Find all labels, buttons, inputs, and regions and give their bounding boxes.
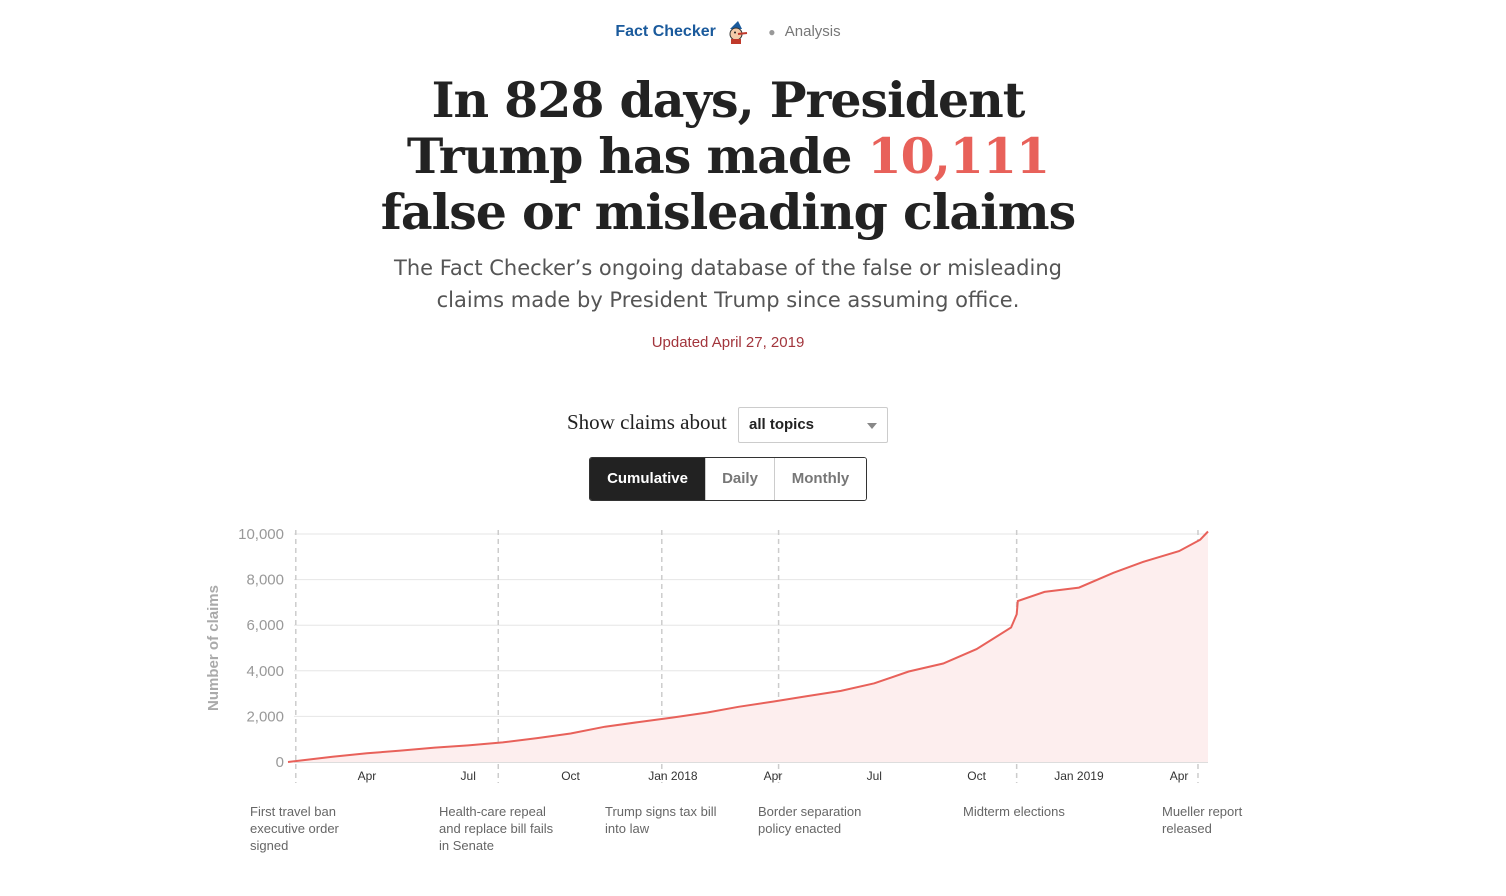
y-axis-label: Number of claims: [205, 585, 222, 711]
event-note-line: First travel ban: [250, 804, 336, 819]
event-note-line: in Senate: [439, 838, 494, 853]
updated-date: Updated April 27, 2019: [651, 334, 805, 351]
pinocchio-mascot-icon: [729, 21, 748, 45]
cumulative-claims-chart: 0 2,000 4,000 6,000 8,000 10,000 Number of cla…: [205, 526, 1209, 783]
chevron-down-icon: [867, 423, 877, 429]
cumulative-button[interactable]: Cumulative: [590, 458, 705, 500]
filter-label: Show claims about: [567, 410, 727, 434]
event-note-line: Midterm elections: [963, 804, 1065, 819]
headline-line2: Trump has made: [406, 127, 868, 185]
x-tick-label: Jan 2019: [1054, 769, 1104, 783]
event-note-line: policy enacted: [758, 821, 842, 836]
event-note-line: Border separation: [758, 804, 862, 819]
x-tick-label: Oct: [561, 769, 580, 783]
kicker: Fact Checker ● Analysis: [0, 20, 1456, 45]
daily-button[interactable]: Daily: [705, 458, 774, 500]
monthly-button[interactable]: Monthly: [774, 458, 866, 500]
y-tick-label: 8,000: [246, 572, 284, 589]
claims-line: [287, 530, 1209, 763]
x-tick-label: Jul: [867, 769, 882, 783]
y-tick-label: 10,000: [238, 526, 284, 543]
event-note-line: Trump signs tax bill: [605, 804, 717, 819]
claims-area: [288, 531, 1208, 762]
event-note-line: released: [1162, 821, 1212, 836]
section-link[interactable]: Analysis: [784, 23, 841, 40]
event-note-tax-bill: Trump signs tax bill into law: [605, 803, 717, 837]
y-tick-label: 4,000: [246, 663, 284, 680]
y-tick-label: 6,000: [246, 617, 284, 634]
x-tick-label: Oct: [967, 769, 986, 783]
dek: The Fact Checker’s ongoing database of t…: [0, 252, 1456, 316]
headline-line3: false or misleading claims: [380, 183, 1076, 241]
x-tick-label: Jul: [461, 769, 476, 783]
dek-line2: claims made by President Trump since ass…: [436, 288, 1020, 312]
dek-line1: The Fact Checker’s ongoing database of t…: [394, 256, 1062, 280]
event-note-border-separation: Border separation policy enacted: [758, 803, 861, 837]
y-tick-label: 2,000: [246, 708, 284, 725]
event-note-line: Health-care repeal: [439, 804, 546, 819]
separator-dot: ●: [768, 25, 776, 39]
x-tick-label: Apr: [764, 769, 783, 783]
topic-select-value: all topics: [749, 416, 815, 433]
event-note-line: into law: [605, 821, 650, 836]
event-note-line: executive order: [250, 821, 339, 836]
headline-line1: In 828 days, President: [431, 71, 1026, 129]
topic-select[interactable]: all topics: [738, 407, 888, 443]
fact-checker-link[interactable]: Fact Checker: [615, 23, 716, 40]
view-toggle: Cumulative Daily Monthly: [589, 457, 867, 501]
event-note-line: Mueller report: [1162, 804, 1243, 819]
y-tick-label: 0: [276, 754, 284, 771]
event-note-health-care: Health-care repeal and replace bill fails…: [439, 803, 553, 854]
x-tick-label: Apr: [358, 769, 377, 783]
event-note-line: and replace bill fails: [439, 821, 554, 836]
claims-count: 10,111: [867, 127, 1051, 185]
headline: In 828 days, President Trump has made 10…: [0, 72, 1456, 240]
event-note-line: signed: [250, 838, 289, 853]
x-tick-label: Apr: [1170, 769, 1189, 783]
event-note-midterms: Midterm elections: [963, 803, 1065, 820]
x-tick-label: Jan 2018: [648, 769, 698, 783]
event-note-travel-ban: First travel ban executive order signed: [250, 803, 339, 854]
event-note-mueller: Mueller report released: [1162, 803, 1242, 837]
